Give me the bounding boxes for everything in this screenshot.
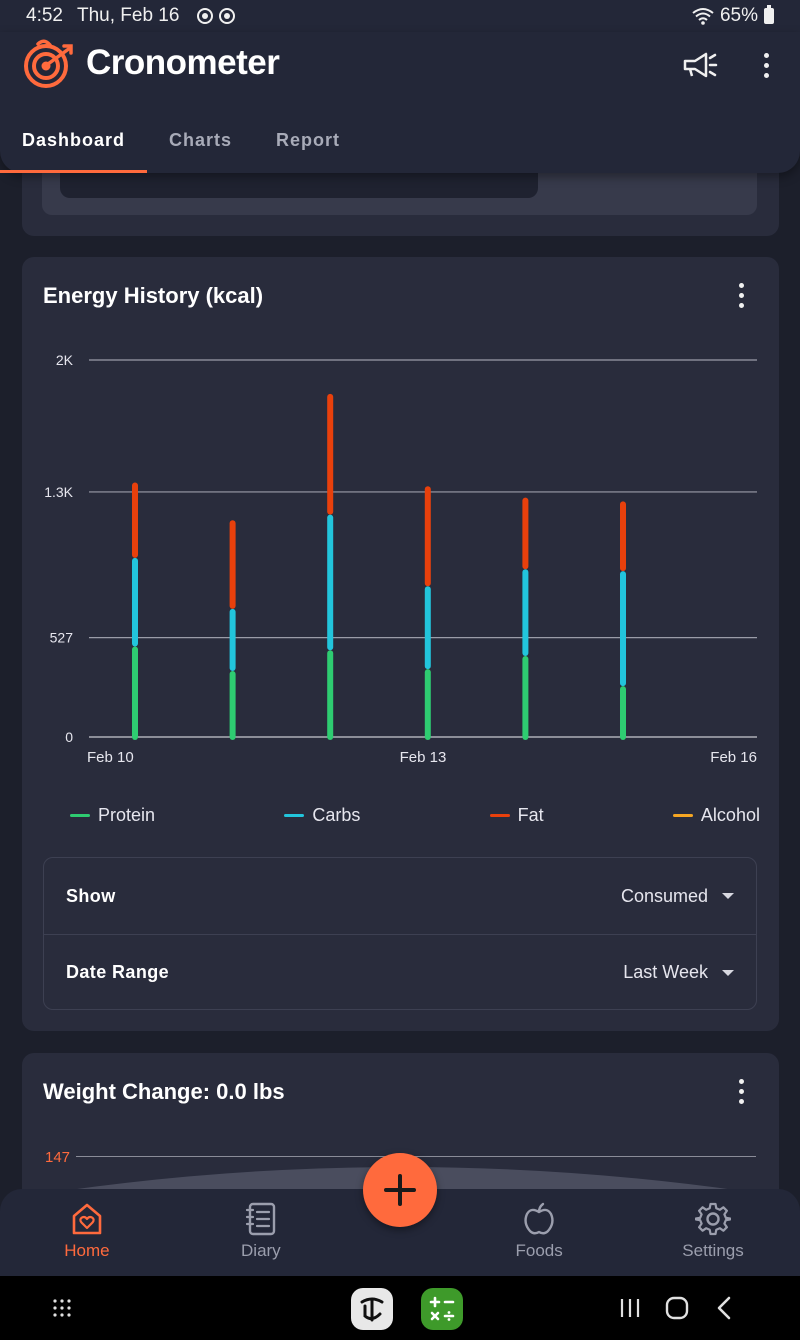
energy-card-menu-icon[interactable] (729, 281, 753, 309)
y-tick-label-2: 1.3K (44, 484, 73, 500)
tab-report[interactable]: Report (276, 130, 341, 150)
tab-bar: Dashboard Charts Report (0, 122, 362, 173)
date-range-option-row[interactable]: Date Range Last Week (44, 934, 756, 1010)
legend-item-fat: Fat (489, 805, 544, 826)
weight-card-menu-icon[interactable] (729, 1077, 753, 1105)
dropdown-caret-icon-2 (722, 969, 734, 976)
status-bar: 4:52 Thu, Feb 16 65% (0, 0, 800, 32)
overflow-menu-icon[interactable] (754, 51, 778, 79)
show-value: Consumed (620, 885, 708, 906)
nyt-app-icon[interactable] (351, 1288, 393, 1330)
battery-icon (764, 5, 774, 24)
legend-item-alcohol: Alcohol (672, 805, 760, 826)
weight-axis-tick: 147 (45, 1149, 71, 1166)
wifi-icon (692, 8, 714, 25)
apple-icon (524, 1202, 554, 1235)
legend-label-fat: Fat (517, 805, 544, 825)
y-tick-label-3: 2K (56, 352, 74, 368)
home-system-icon[interactable] (665, 1296, 689, 1320)
legend-label-alcohol: Alcohol (700, 805, 760, 825)
energy-history-title: Energy History (kcal) (43, 283, 264, 308)
legend-item-carbs: Carbs (284, 805, 360, 826)
date-range-value: Last Week (623, 962, 708, 982)
plus-icon (384, 1174, 416, 1206)
nav-diary-label: Diary (241, 1241, 281, 1260)
status-time: 4:52 (26, 5, 63, 26)
nav-home[interactable]: Home (0, 1189, 174, 1276)
nav-foods-label: Foods (515, 1241, 563, 1260)
tab-charts[interactable]: Charts (169, 130, 233, 150)
energy-history-card: Energy History (kcal) 0 527 1.3K 2K Feb 10 Fe… (22, 257, 779, 1031)
show-label: Show (66, 885, 116, 906)
show-dropdown[interactable]: Consumed (621, 886, 734, 907)
home-heart-icon (72, 1203, 102, 1235)
legend-label-protein: Protein (98, 805, 156, 825)
status-date: Thu, Feb 16 (76, 5, 180, 26)
app-title: Cronometer (86, 43, 280, 82)
x-tick-label-2: Feb 16 (710, 749, 757, 766)
x-tick-label-0: Feb 10 (87, 749, 134, 766)
nav-foods[interactable]: Foods (452, 1189, 626, 1276)
nav-home-label: Home (64, 1241, 110, 1260)
nav-settings[interactable]: Settings (626, 1189, 800, 1276)
notification-icon-2 (219, 8, 236, 24)
system-nav-bar (0, 1276, 800, 1340)
app-header: Cronometer Dashboard Charts Report (0, 32, 800, 173)
y-tick-label-0: 0 (65, 729, 73, 745)
brand: Cronometer (20, 36, 280, 90)
megaphone-icon[interactable] (682, 50, 718, 80)
battery-level: 65% (719, 5, 758, 26)
calculator-icon (429, 1296, 455, 1321)
legend-swatch-protein (70, 814, 90, 817)
legend-label-carbs: Carbs (312, 805, 361, 825)
chart-options: Show Consumed Date Range Last Week (43, 857, 757, 1010)
chart-legend: Protein Carbs Fat Alcohol (70, 805, 760, 826)
add-entry-button[interactable] (363, 1153, 437, 1227)
legend-swatch-fat (489, 814, 510, 817)
recent-apps-icon[interactable] (619, 1297, 641, 1319)
cronometer-logo-icon (24, 39, 73, 88)
show-option-row[interactable]: Show Consumed (44, 858, 756, 934)
nav-settings-label: Settings (682, 1241, 744, 1260)
gear-icon (695, 1202, 732, 1236)
date-range-label: Date Range (66, 962, 170, 982)
notebook-icon (245, 1202, 276, 1236)
energy-chart: 0 527 1.3K 2K Feb 10 Feb 13 Feb 16 (44, 352, 757, 766)
x-tick-label-1: Feb 13 (400, 749, 447, 766)
legend-swatch-alcohol (672, 814, 693, 817)
back-icon[interactable] (715, 1296, 733, 1320)
weight-change-title: Weight Change: 0.0 lbs (43, 1079, 285, 1104)
notification-icon (197, 8, 214, 24)
date-range-dropdown[interactable]: Last Week (623, 962, 734, 983)
dropdown-caret-icon (722, 893, 734, 899)
previous-card-bar (60, 170, 538, 198)
tab-dashboard[interactable]: Dashboard (0, 122, 148, 173)
y-tick-label-1: 527 (50, 630, 74, 646)
calculator-app-icon[interactable] (421, 1288, 463, 1330)
nyt-logo-icon (360, 1297, 384, 1322)
app-drawer-icon[interactable] (52, 1298, 72, 1318)
legend-swatch-carbs (284, 814, 305, 817)
legend-item-protein: Protein (70, 805, 155, 826)
nav-diary[interactable]: Diary (174, 1189, 348, 1276)
